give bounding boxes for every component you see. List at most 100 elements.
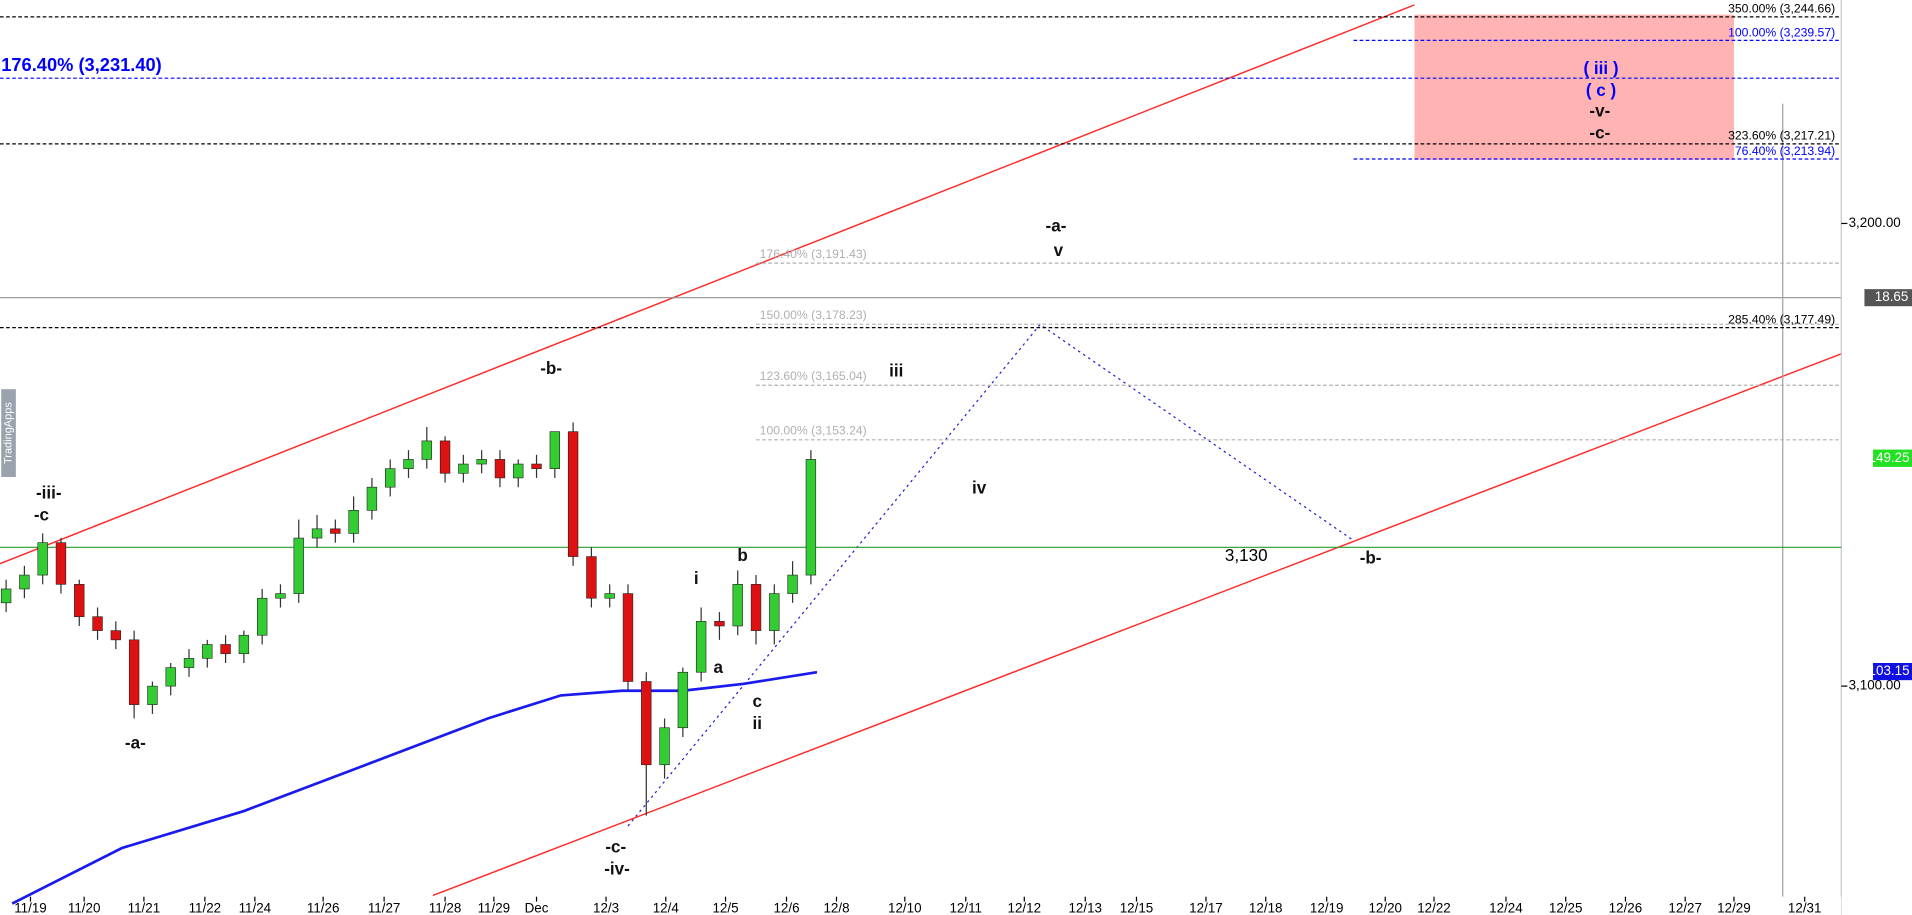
wave-label: c xyxy=(752,692,761,711)
price-marker-label: 3,149.25 xyxy=(1857,450,1909,465)
wave-label: -iii- xyxy=(36,484,62,503)
level-label: 76.40% (3,213.94) xyxy=(1735,144,1835,158)
candle-body xyxy=(256,597,268,636)
x-tick-label: 11/26 xyxy=(307,900,340,915)
level-label: 285.40% (3,177.49) xyxy=(1728,313,1835,327)
x-tick-label: 11/20 xyxy=(68,900,101,915)
level-label: 176.40% (3,191.43) xyxy=(760,247,867,261)
x-tick-label: 12/10 xyxy=(888,900,922,915)
candle-body xyxy=(147,685,158,705)
x-tick-label: 11/19 xyxy=(14,900,47,915)
date-axis xyxy=(0,896,1842,915)
candle-body xyxy=(659,727,670,766)
candle-body xyxy=(366,486,378,511)
x-tick-label: 11/29 xyxy=(478,900,511,915)
x-tick-label: 12/27 xyxy=(1668,900,1702,915)
wave-label: i xyxy=(694,569,699,588)
wave-label: -iv- xyxy=(604,859,630,878)
candle-body xyxy=(330,528,341,534)
level-label: 350.00% (3,244.66) xyxy=(1728,2,1835,16)
wave-label: -c xyxy=(34,506,49,525)
price-marker-box xyxy=(1872,663,1912,681)
watermark-box xyxy=(1,389,16,478)
candle-body xyxy=(549,431,561,469)
x-tick-label: 12/13 xyxy=(1068,900,1102,915)
wave-label: -a- xyxy=(1046,216,1067,235)
wave-label: iii xyxy=(889,362,903,381)
x-tick-label: 11/27 xyxy=(368,900,401,915)
wave-label: a xyxy=(713,658,723,677)
candle-body xyxy=(732,584,743,627)
candle-body xyxy=(494,459,506,479)
candle-body xyxy=(677,671,689,729)
candle-body xyxy=(55,542,67,585)
candle-body xyxy=(293,537,304,594)
candle-body xyxy=(128,639,140,705)
candle-body xyxy=(769,593,780,631)
x-tick-label: 12/22 xyxy=(1417,900,1451,915)
candle-body xyxy=(567,431,579,557)
indicator-label: 18.65 xyxy=(1875,289,1909,304)
candle-body xyxy=(74,584,85,618)
candle-body xyxy=(92,616,103,631)
x-tick-label: 12/3 xyxy=(593,900,619,915)
x-tick-label: 12/24 xyxy=(1489,900,1523,915)
candle-body xyxy=(641,681,652,766)
candle-body xyxy=(19,574,30,590)
candle-body xyxy=(311,528,323,539)
x-tick-label: 12/18 xyxy=(1249,900,1283,915)
x-tick-label: 12/5 xyxy=(712,900,738,915)
y-tick-label: 3,200.00 xyxy=(1849,215,1901,230)
channel-upper xyxy=(0,4,1415,565)
level-label: 323.60% (3,217.21) xyxy=(1728,129,1835,143)
candle-body xyxy=(403,459,414,469)
candle-body xyxy=(439,440,451,474)
candle-body xyxy=(275,593,286,599)
y-tick-label: 3,100.00 xyxy=(1849,678,1901,693)
watermark-text: TradingApps xyxy=(2,402,14,464)
candle-body xyxy=(476,459,487,465)
target-zone xyxy=(1414,14,1734,160)
x-tick-label: 12/29 xyxy=(1717,900,1751,915)
level-label: 100.00% (3,239.57) xyxy=(1728,25,1835,39)
candle-body xyxy=(695,621,707,673)
candle-body xyxy=(714,621,725,627)
moving-average xyxy=(11,670,818,905)
x-tick-label: 12/26 xyxy=(1609,900,1643,915)
candle-body xyxy=(787,574,798,594)
candle-body xyxy=(604,593,615,599)
x-tick-label: 12/15 xyxy=(1120,900,1154,915)
candle-body xyxy=(805,459,817,576)
x-tick-label: 12/12 xyxy=(1008,900,1042,915)
x-tick-label: 12/17 xyxy=(1189,900,1223,915)
candle-body xyxy=(513,463,524,479)
candle-body xyxy=(165,667,176,687)
candle-body xyxy=(531,463,542,469)
price-marker-box xyxy=(1872,449,1912,467)
x-tick-label: 12/4 xyxy=(653,900,680,915)
candle-body xyxy=(622,593,634,682)
x-tick-label: 12/20 xyxy=(1368,900,1402,915)
wave-label: -c- xyxy=(1589,124,1610,143)
wave-label: -v- xyxy=(1589,102,1610,121)
level-label: 123.60% (3,165.04) xyxy=(760,369,867,383)
wave-label: iv xyxy=(972,479,987,498)
indicator-badge xyxy=(1864,289,1912,307)
candle-body xyxy=(110,630,122,641)
price-marker-label: 3,103.15 xyxy=(1857,663,1909,678)
candle-body xyxy=(238,634,250,655)
x-tick-label: 12/11 xyxy=(949,900,982,915)
candle-body xyxy=(458,463,469,474)
candle-body xyxy=(202,644,213,659)
watermark: TradingApps xyxy=(1,389,16,478)
projection-path xyxy=(627,323,1354,827)
candle-body xyxy=(0,588,12,604)
x-tick-label: 11/21 xyxy=(128,900,161,915)
candle-body xyxy=(421,440,432,460)
x-tick-label: Dec xyxy=(525,900,549,915)
level-label: 176.40% (3,231.40) xyxy=(1,54,162,75)
x-tick-label: 12/6 xyxy=(773,900,799,915)
candle-body xyxy=(183,658,195,668)
wave-label: -b- xyxy=(540,359,562,378)
